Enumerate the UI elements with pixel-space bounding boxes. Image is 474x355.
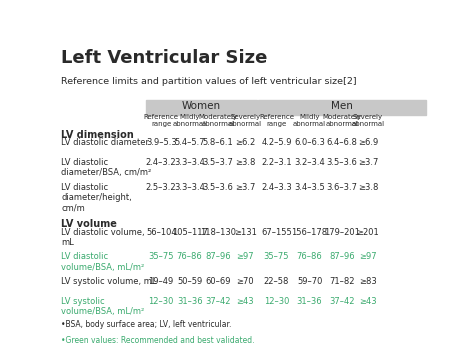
Text: 71–82: 71–82: [329, 277, 355, 286]
Text: Moderately
abnormal: Moderately abnormal: [198, 114, 237, 127]
Text: ≥83: ≥83: [359, 277, 377, 286]
Bar: [258, 100, 426, 115]
Text: ≥3.7: ≥3.7: [358, 158, 378, 167]
Text: Men: Men: [331, 102, 353, 111]
Text: ≥70: ≥70: [237, 277, 254, 286]
Text: •Green values: Recommended and best validated.: •Green values: Recommended and best vali…: [61, 336, 255, 345]
Text: 6.0–6.3: 6.0–6.3: [294, 138, 325, 147]
Text: 6.4–6.8: 6.4–6.8: [327, 138, 357, 147]
Text: 50–59: 50–59: [177, 277, 202, 286]
Text: 76–86: 76–86: [177, 252, 202, 261]
Text: ≥3.8: ≥3.8: [358, 182, 378, 192]
Text: 3.3–3.4: 3.3–3.4: [174, 158, 205, 167]
Text: ≥97: ≥97: [359, 252, 377, 261]
Text: LV diastolic
diameter/height,
cm/m: LV diastolic diameter/height, cm/m: [61, 182, 132, 212]
Text: 3.6–3.7: 3.6–3.7: [327, 182, 357, 192]
Text: 59–70: 59–70: [297, 277, 322, 286]
Text: 22–58: 22–58: [264, 277, 289, 286]
Text: 12–30: 12–30: [148, 296, 174, 306]
Text: Mildly
abnormal: Mildly abnormal: [293, 114, 326, 127]
Text: 3.4–3.5: 3.4–3.5: [294, 182, 325, 192]
Text: ≥3.7: ≥3.7: [235, 182, 255, 192]
Text: 76–86: 76–86: [297, 252, 322, 261]
Text: Severely
abnormal: Severely abnormal: [351, 114, 384, 127]
Text: 87–96: 87–96: [329, 252, 355, 261]
Text: ≥6.9: ≥6.9: [358, 138, 378, 147]
Text: LV diastolic diameter: LV diastolic diameter: [61, 138, 149, 147]
Text: 31–36: 31–36: [177, 296, 202, 306]
Text: 3.3–3.4: 3.3–3.4: [174, 182, 205, 192]
Text: LV diastolic volume,
mL: LV diastolic volume, mL: [61, 228, 145, 247]
Text: 118–130: 118–130: [200, 228, 236, 237]
Text: Severely
abnormal: Severely abnormal: [229, 114, 262, 127]
Text: 19–49: 19–49: [148, 277, 174, 286]
Text: LV systolic
volume/BSA, mL/m²: LV systolic volume/BSA, mL/m²: [61, 296, 145, 316]
Text: Mildly
abnormal: Mildly abnormal: [173, 114, 206, 127]
Text: 179–201: 179–201: [324, 228, 360, 237]
Text: 87–96: 87–96: [205, 252, 230, 261]
Text: 35–75: 35–75: [148, 252, 174, 261]
Text: 3.5–3.7: 3.5–3.7: [202, 158, 233, 167]
Text: 2.4–3.2: 2.4–3.2: [146, 158, 176, 167]
Text: 156–178: 156–178: [292, 228, 328, 237]
Bar: [146, 100, 256, 115]
Text: LV volume: LV volume: [61, 219, 117, 229]
Text: ≥201: ≥201: [356, 228, 379, 237]
Text: 56–104: 56–104: [146, 228, 176, 237]
Text: ≥6.2: ≥6.2: [235, 138, 255, 147]
Text: LV diastolic
volume/BSA, mL/m²: LV diastolic volume/BSA, mL/m²: [61, 252, 145, 272]
Text: ≥43: ≥43: [237, 296, 254, 306]
Text: LV systolic volume, mL: LV systolic volume, mL: [61, 277, 156, 286]
Text: Women: Women: [182, 102, 220, 111]
Text: 4.2–5.9: 4.2–5.9: [261, 138, 292, 147]
Text: 37–42: 37–42: [329, 296, 355, 306]
Text: 105–117: 105–117: [172, 228, 208, 237]
Text: 35–75: 35–75: [264, 252, 289, 261]
Text: Reference
range: Reference range: [259, 114, 294, 127]
Text: ≥131: ≥131: [234, 228, 257, 237]
Text: Left Ventricular Size: Left Ventricular Size: [61, 49, 267, 67]
Text: 5.4–5.7: 5.4–5.7: [174, 138, 205, 147]
Text: 3.2–3.4: 3.2–3.4: [294, 158, 325, 167]
Text: 3.9–5.3: 3.9–5.3: [146, 138, 176, 147]
Text: Moderately
abnormal: Moderately abnormal: [322, 114, 362, 127]
Text: 3.5–3.6: 3.5–3.6: [327, 158, 357, 167]
Text: 31–36: 31–36: [297, 296, 322, 306]
Text: 67–155: 67–155: [261, 228, 292, 237]
Text: 5.8–6.1: 5.8–6.1: [202, 138, 233, 147]
Text: 2.5–3.2: 2.5–3.2: [146, 182, 176, 192]
Text: ≥3.8: ≥3.8: [235, 158, 255, 167]
Text: LV diastolic
diameter/BSA, cm/m²: LV diastolic diameter/BSA, cm/m²: [61, 158, 151, 178]
Text: ≥97: ≥97: [237, 252, 254, 261]
Text: 2.4–3.3: 2.4–3.3: [261, 182, 292, 192]
Text: 2.2–3.1: 2.2–3.1: [261, 158, 292, 167]
Text: 37–42: 37–42: [205, 296, 230, 306]
Text: 12–30: 12–30: [264, 296, 289, 306]
Text: 60–69: 60–69: [205, 277, 230, 286]
Text: Reference
range: Reference range: [144, 114, 179, 127]
Text: Reference limits and partition values of left ventricular size[2]: Reference limits and partition values of…: [61, 77, 357, 86]
Text: ≥43: ≥43: [359, 296, 377, 306]
Text: 3.5–3.6: 3.5–3.6: [202, 182, 233, 192]
Text: LV dimension: LV dimension: [61, 130, 134, 140]
Text: •BSA, body surface area; LV, left ventricular.: •BSA, body surface area; LV, left ventri…: [61, 320, 231, 329]
